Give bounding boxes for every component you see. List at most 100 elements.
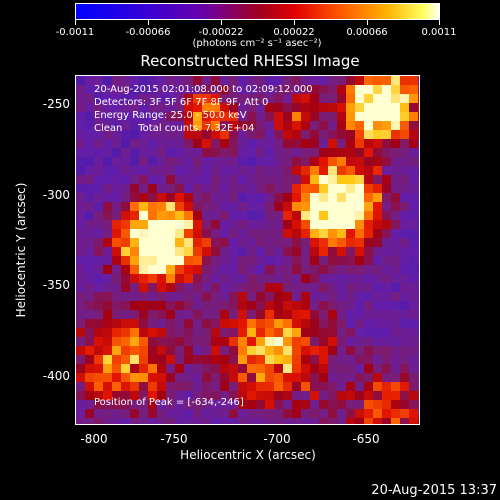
map-pixel xyxy=(400,373,409,382)
map-pixel xyxy=(391,355,400,364)
map-pixel xyxy=(274,211,283,220)
map-pixel xyxy=(166,256,175,265)
map-pixel xyxy=(184,175,193,184)
map-pixel xyxy=(184,355,193,364)
map-pixel xyxy=(400,409,409,418)
map-pixel xyxy=(238,148,247,157)
map-pixel xyxy=(274,283,283,292)
map-pixel xyxy=(229,373,238,382)
map-pixel xyxy=(292,94,301,103)
map-pixel xyxy=(148,211,157,220)
map-pixel xyxy=(418,247,419,256)
map-pixel xyxy=(112,292,121,301)
map-pixel xyxy=(229,328,238,337)
map-pixel xyxy=(76,193,85,202)
map-pixel xyxy=(76,274,85,283)
map-pixel xyxy=(148,202,157,211)
map-pixel xyxy=(346,346,355,355)
map-pixel xyxy=(247,373,256,382)
map-pixel xyxy=(355,193,364,202)
map-pixel xyxy=(139,130,148,139)
map-pixel xyxy=(184,94,193,103)
map-pixel xyxy=(382,130,391,139)
map-pixel xyxy=(382,76,391,85)
map-pixel xyxy=(238,364,247,373)
map-pixel xyxy=(202,193,211,202)
map-pixel xyxy=(148,265,157,274)
map-pixel xyxy=(409,247,418,256)
map-pixel xyxy=(328,139,337,148)
map-pixel xyxy=(229,346,238,355)
map-pixel xyxy=(292,139,301,148)
map-pixel xyxy=(337,265,346,274)
map-pixel xyxy=(373,319,382,328)
y-tick-label: -250 xyxy=(42,97,70,111)
map-pixel xyxy=(256,238,265,247)
map-pixel xyxy=(94,175,103,184)
map-pixel xyxy=(337,382,346,391)
map-pixel xyxy=(202,238,211,247)
map-pixel xyxy=(355,139,364,148)
map-pixel xyxy=(382,292,391,301)
map-pixel xyxy=(85,382,94,391)
map-pixel xyxy=(355,247,364,256)
map-pixel xyxy=(229,166,238,175)
map-pixel xyxy=(373,238,382,247)
map-pixel xyxy=(220,247,229,256)
map-pixel xyxy=(85,193,94,202)
map-pixel xyxy=(148,346,157,355)
map-pixel xyxy=(310,400,319,409)
map-pixel xyxy=(391,283,400,292)
map-pixel xyxy=(76,265,85,274)
map-pixel xyxy=(418,373,419,382)
map-pixel xyxy=(148,337,157,346)
map-pixel xyxy=(247,247,256,256)
map-pixel xyxy=(373,103,382,112)
map-pixel xyxy=(193,202,202,211)
map-pixel xyxy=(364,283,373,292)
map-pixel xyxy=(274,220,283,229)
map-pixel xyxy=(193,418,202,424)
map-pixel xyxy=(238,130,247,139)
map-pixel xyxy=(247,130,256,139)
map-pixel xyxy=(319,166,328,175)
map-pixel xyxy=(103,139,112,148)
map-pixel xyxy=(139,121,148,130)
map-pixel xyxy=(346,76,355,85)
map-pixel xyxy=(121,85,130,94)
map-pixel xyxy=(184,346,193,355)
map-pixel xyxy=(157,274,166,283)
map-pixel xyxy=(166,229,175,238)
map-pixel xyxy=(409,103,418,112)
map-pixel xyxy=(157,400,166,409)
map-pixel xyxy=(76,382,85,391)
map-pixel xyxy=(418,391,419,400)
map-pixel xyxy=(148,382,157,391)
map-pixel xyxy=(337,274,346,283)
map-pixel xyxy=(400,202,409,211)
map-pixel xyxy=(283,292,292,301)
map-pixel xyxy=(310,220,319,229)
map-pixel xyxy=(211,130,220,139)
map-pixel xyxy=(247,328,256,337)
map-pixel xyxy=(373,193,382,202)
map-pixel xyxy=(157,247,166,256)
map-pixel xyxy=(319,364,328,373)
map-pixel xyxy=(175,301,184,310)
map-pixel xyxy=(157,229,166,238)
map-pixel xyxy=(418,130,419,139)
map-pixel xyxy=(166,319,175,328)
map-pixel xyxy=(229,175,238,184)
map-pixel xyxy=(85,346,94,355)
map-pixel xyxy=(121,238,130,247)
map-pixel xyxy=(400,148,409,157)
map-pixel xyxy=(247,166,256,175)
map-pixel xyxy=(310,301,319,310)
map-pixel xyxy=(202,310,211,319)
map-pixel xyxy=(94,85,103,94)
map-pixel xyxy=(76,256,85,265)
map-pixel xyxy=(202,256,211,265)
map-pixel xyxy=(292,319,301,328)
map-pixel xyxy=(229,121,238,130)
